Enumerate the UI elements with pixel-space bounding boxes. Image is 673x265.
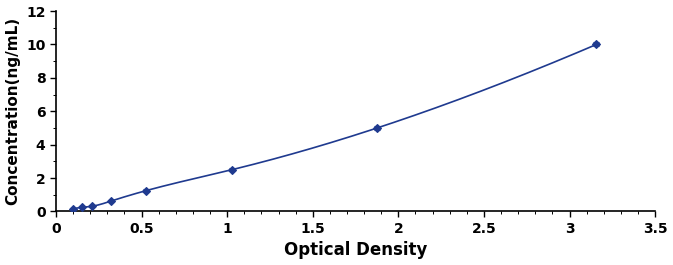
X-axis label: Optical Density: Optical Density xyxy=(284,241,427,259)
Y-axis label: Concentration(ng/mL): Concentration(ng/mL) xyxy=(5,17,21,205)
